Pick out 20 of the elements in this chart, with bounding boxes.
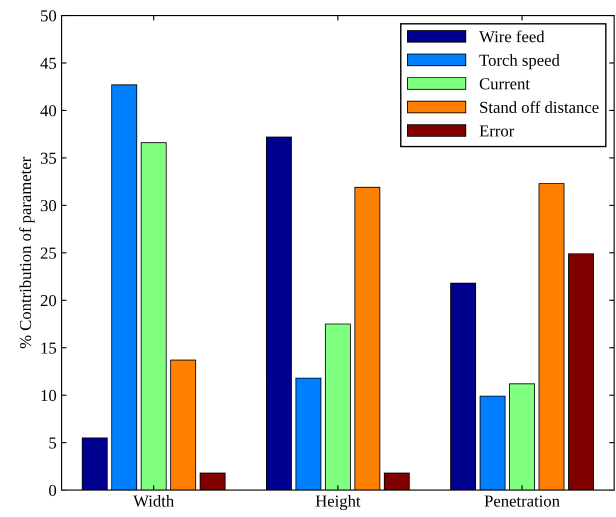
x-tick-label: Height — [316, 494, 360, 510]
y-tick-label: 30 — [40, 200, 56, 212]
legend-label: Stand off distance — [480, 101, 599, 113]
y-tick-label: 15 — [42, 342, 56, 354]
y-tick-label: 25 — [40, 248, 56, 259]
legend-label: Torch speed — [479, 54, 560, 70]
y-tick-label: 0 — [49, 484, 56, 496]
legend-label: Current — [480, 78, 530, 90]
y-tick-label: 45 — [40, 58, 56, 69]
legend-label: Error — [480, 125, 514, 137]
y-axis-title: % Contribution of parameter — [19, 156, 35, 348]
y-tick-label: 35 — [40, 152, 56, 164]
x-tick-label: Penetration — [484, 496, 560, 507]
y-tick-label: 10 — [42, 390, 56, 402]
y-tick-label: 50 — [41, 10, 56, 22]
x-tick-label: Width — [133, 494, 174, 507]
y-tick-label: 20 — [40, 294, 56, 306]
y-tick-label: 40 — [40, 105, 56, 116]
legend-label: Wire feed — [479, 30, 544, 42]
y-tick-label: 5 — [49, 438, 56, 449]
